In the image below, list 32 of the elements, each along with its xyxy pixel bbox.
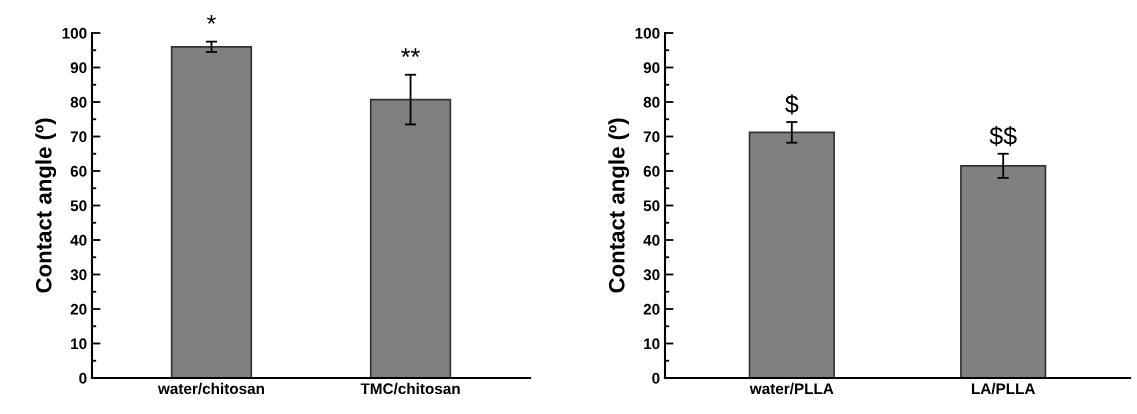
y-tick-label: 100 <box>62 27 87 39</box>
annotation: $ <box>785 94 799 115</box>
y-tick-label: 30 <box>70 269 87 281</box>
y-tick-label: 70 <box>643 131 660 143</box>
y-tick-label: 80 <box>643 96 660 108</box>
y-axis-title: Contact angle (º) <box>35 118 57 293</box>
x-tick-label: TMC/chitosan <box>360 382 460 395</box>
x-tick-label: water/PLLA <box>749 382 834 395</box>
y-tick-label: 100 <box>635 27 660 39</box>
y-tick-label: 60 <box>70 165 87 177</box>
annotation: ** <box>401 48 420 57</box>
y-tick-label: 0 <box>79 372 87 384</box>
y-tick-label: 80 <box>70 96 87 108</box>
y-tick-label: 50 <box>70 200 87 212</box>
x-tick-label: LA/PLLA <box>971 382 1036 395</box>
y-tick-label: 50 <box>643 200 660 212</box>
y-tick-label: 10 <box>71 338 87 350</box>
y-tick-label: 60 <box>643 165 660 177</box>
y-tick-label: 20 <box>70 303 87 315</box>
x-tick-label: water/chitosan <box>157 382 264 395</box>
y-tick-label: 70 <box>70 131 87 143</box>
y-tick-label: 20 <box>643 303 660 315</box>
y-tick-label: 40 <box>643 234 660 246</box>
y-tick-label: 30 <box>643 269 660 281</box>
y-tick-label: 10 <box>644 338 660 350</box>
y-tick-label: 40 <box>70 234 87 246</box>
y-axis-title: Contact angle (º) <box>608 118 630 293</box>
y-tick-label: 90 <box>643 62 660 74</box>
annotation: $$ <box>989 125 1017 147</box>
y-tick-label: 90 <box>70 62 87 74</box>
text: * <box>206 15 216 24</box>
y-tick-label: 0 <box>652 372 660 384</box>
